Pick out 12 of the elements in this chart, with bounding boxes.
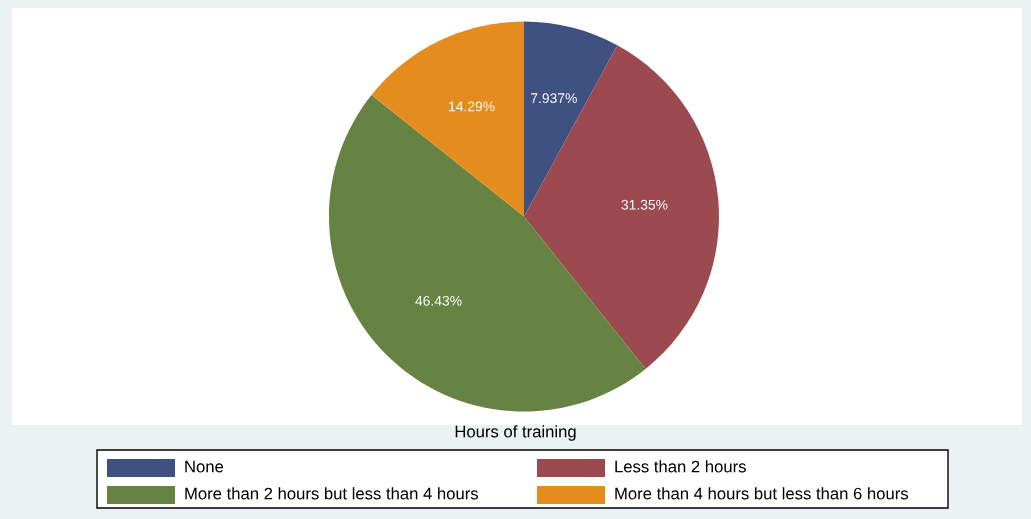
data-label: 31.35% — [621, 199, 668, 210]
data-label: 14.29% — [449, 101, 495, 112]
legend-label: More than 4 hours but less than 6 hours — [615, 487, 909, 500]
legend-label: More than 2 hours but less than 4 hours — [185, 487, 479, 500]
data-label: 46.43% — [415, 295, 462, 306]
legend-label: Less than 2 hours — [615, 460, 746, 473]
pie-slice — [524, 45, 719, 369]
legend-label: None — [185, 460, 224, 473]
data-label: 7.937% — [530, 93, 577, 104]
pie-slice — [524, 21, 618, 217]
pie-slice — [371, 21, 524, 217]
legend-title: Hours of training — [455, 425, 576, 441]
